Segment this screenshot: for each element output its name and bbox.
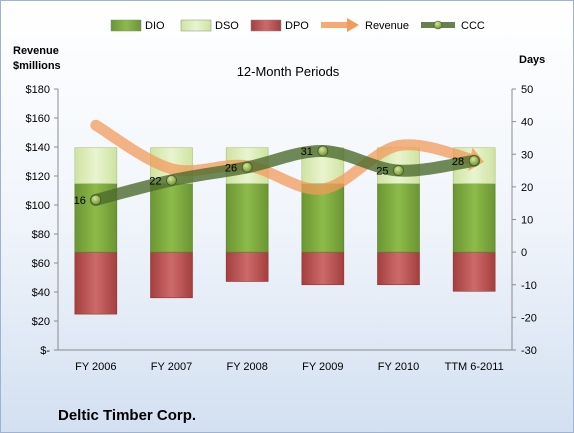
right-tick-label: 30 (521, 149, 533, 161)
dpo-bar (377, 251, 420, 286)
x-tick-label: FY 2007 (151, 361, 192, 373)
dio-bar (452, 183, 496, 253)
right-tick-label: -20 (521, 312, 537, 324)
right-tick-label: -30 (521, 345, 537, 357)
right-tick-label: -10 (521, 280, 537, 292)
ccc-data-label: 26 (225, 162, 237, 174)
legend-marker-ccc (433, 20, 443, 30)
dpo-bar (74, 251, 118, 315)
ccc-data-label: 28 (452, 156, 464, 168)
right-tick-label: 0 (521, 247, 527, 259)
legend-label-dpo: DPO (285, 20, 309, 32)
right-tick-label: 40 (521, 117, 533, 129)
ccc-data-label: 22 (149, 175, 161, 187)
legend: DIO DSO DPO Revenue CCC (110, 18, 485, 32)
left-tick-label: $120 (26, 171, 50, 183)
x-tick-label: FY 2009 (302, 361, 343, 373)
x-tick-label: FY 2006 (75, 361, 116, 373)
x-tick-label: FY 2008 (226, 361, 267, 373)
dso-bar (74, 147, 118, 184)
dpo-bar (301, 251, 345, 286)
ccc-marker (166, 174, 177, 186)
legend-swatch-dio (110, 19, 142, 32)
legend-swatch-dpo (250, 19, 282, 32)
ccc-data-label: 16 (74, 195, 86, 207)
legend-label-revenue: Revenue (365, 20, 409, 32)
legend-label-dso: DSO (215, 20, 239, 32)
dpo-bar (150, 251, 193, 299)
left-tick-label: $140 (26, 142, 50, 154)
ccc-data-label: 25 (376, 166, 388, 178)
right-tick-label: 20 (521, 182, 533, 194)
ccc-marker (468, 155, 480, 167)
dpo-bar (452, 251, 496, 292)
legend-arrow-revenue (347, 18, 359, 32)
chart-title: 12-Month Periods (237, 64, 340, 79)
ccc-marker (90, 194, 102, 206)
right-axis-title: Days (519, 54, 545, 66)
revenue-line (90, 119, 480, 195)
dio-bar (301, 183, 345, 253)
left-tick-label: $160 (26, 113, 50, 125)
dio-bar (225, 183, 269, 253)
legend-label-dio: DIO (145, 20, 165, 32)
left-tick-label: $20 (32, 316, 50, 328)
legend-swatch-dso (180, 19, 212, 32)
dio-bar (377, 183, 420, 253)
left-axis-title-line1: Revenue (13, 45, 59, 57)
ccc-marker (393, 165, 404, 176)
ccc-data-label: 31 (301, 146, 313, 158)
company-name: Deltic Timber Corp. (58, 407, 196, 424)
data-labels: 16 22 26 31 25 28 (74, 146, 465, 207)
lines (89, 119, 484, 206)
left-tick-label: $40 (32, 287, 50, 299)
x-tick-label: TTM 6-2011 (445, 361, 504, 373)
legend-label-ccc: CCC (461, 20, 485, 32)
dpo-bar (225, 251, 269, 282)
left-tick-label: $100 (26, 200, 50, 212)
ccc-marker (241, 161, 253, 173)
left-tick-label: $180 (26, 84, 50, 96)
left-tick-label: $80 (32, 229, 50, 241)
right-tick-label: 50 (521, 84, 533, 96)
x-tick-label: FY 2010 (378, 361, 419, 373)
left-axis-title-line2: $millions (13, 60, 61, 72)
ccc-line (89, 144, 481, 206)
axes: $- $20 $40 $60 $80 $100 $120 $140 $160 $180 -30 -20… (26, 84, 537, 373)
right-tick-label: 10 (521, 215, 533, 227)
left-tick-label: $- (40, 345, 50, 357)
dio-bar (150, 183, 193, 253)
left-tick-label: $60 (32, 258, 50, 270)
ccc-marker (317, 145, 329, 157)
